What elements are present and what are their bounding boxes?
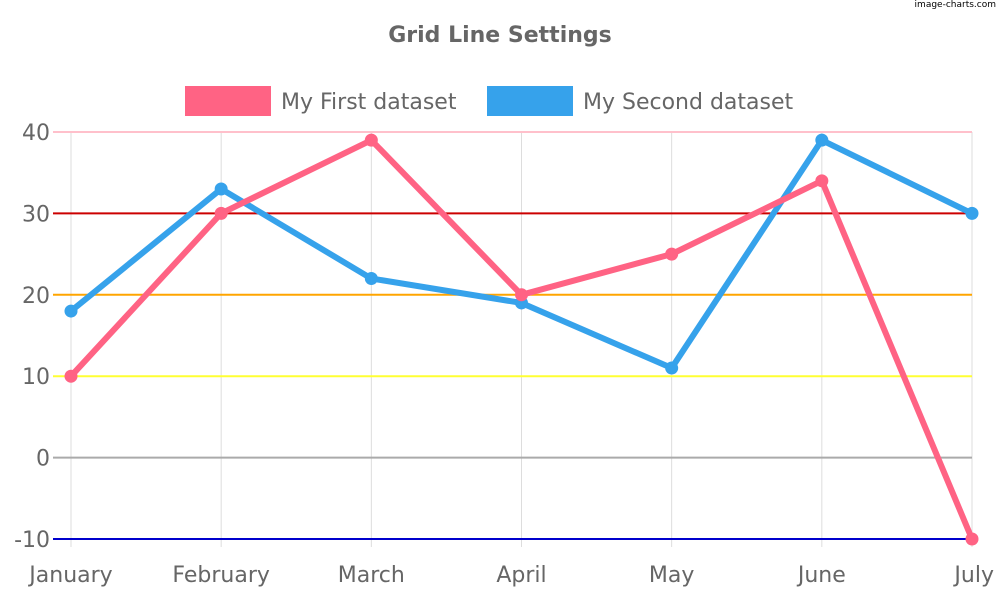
x-tick-label: April — [496, 563, 546, 588]
series-2 — [64, 133, 979, 375]
series-1 — [64, 133, 979, 546]
data-point[interactable] — [64, 304, 78, 318]
x-tick-label: June — [796, 563, 846, 588]
y-tick-label: 40 — [22, 121, 50, 146]
y-tick-label: -10 — [14, 528, 50, 553]
x-tick-label: January — [27, 563, 112, 588]
series-group — [64, 133, 979, 546]
data-point[interactable] — [665, 361, 679, 375]
x-tick-label: March — [338, 563, 405, 588]
data-point[interactable] — [364, 272, 378, 286]
legend-swatch — [185, 86, 271, 116]
legend-label: My First dataset — [281, 90, 457, 115]
legend-swatch — [487, 86, 573, 116]
data-point[interactable] — [965, 206, 979, 220]
data-point[interactable] — [214, 182, 228, 196]
legend-label: My Second dataset — [583, 90, 794, 115]
data-point[interactable] — [364, 133, 378, 147]
grid-lines — [53, 131, 973, 547]
watermark: image-charts.com — [914, 0, 996, 10]
y-axis: -10 0 10 20 30 40 — [14, 121, 50, 553]
data-point[interactable] — [665, 247, 679, 261]
data-point[interactable] — [815, 133, 829, 147]
chart-title: Grid Line Settings — [388, 23, 612, 48]
x-tick-label: February — [172, 563, 270, 588]
y-tick-label: 30 — [22, 202, 50, 227]
data-point[interactable] — [815, 174, 829, 188]
legend: My First dataset My Second dataset — [185, 86, 794, 116]
data-point[interactable] — [64, 369, 78, 383]
data-point[interactable] — [965, 532, 979, 546]
x-axis: January February March April May June July — [27, 563, 994, 588]
y-tick-label: 20 — [22, 284, 50, 309]
data-point[interactable] — [515, 288, 528, 302]
x-tick-label: May — [649, 563, 694, 588]
x-tick-label: July — [952, 563, 994, 588]
data-point[interactable] — [214, 206, 228, 220]
y-tick-label: 10 — [22, 365, 50, 390]
y-tick-label: 0 — [36, 447, 50, 472]
